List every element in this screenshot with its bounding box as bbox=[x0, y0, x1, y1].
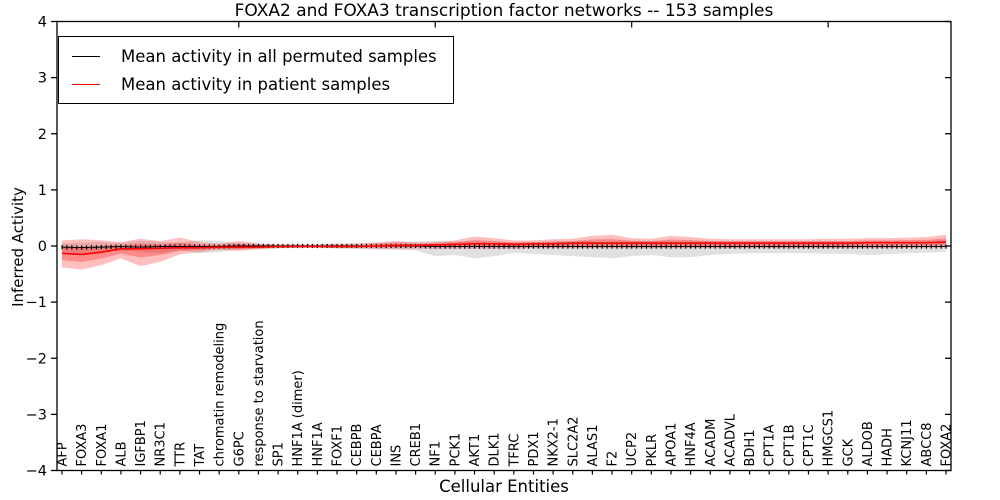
y-tick-label: −3 bbox=[26, 407, 47, 423]
x-tick-label: FOXA1 bbox=[95, 424, 110, 467]
y-tick-label: 2 bbox=[38, 127, 47, 143]
y-tick-label: 0 bbox=[38, 239, 47, 255]
x-tick-label: APOA1 bbox=[664, 423, 679, 467]
x-tick-label: SLC2A2 bbox=[566, 416, 581, 466]
x-tick-label: FOXA2 bbox=[940, 424, 955, 467]
x-tick-label: TTR bbox=[173, 442, 188, 468]
x-tick-label: CPT1C bbox=[802, 424, 817, 466]
x-tick-label: HNF1A bbox=[311, 422, 326, 466]
patient-band-inner bbox=[62, 238, 946, 262]
x-tick-label: INS bbox=[389, 445, 404, 467]
x-tick-label: F2 bbox=[606, 451, 621, 467]
x-tick-label: CPT1B bbox=[782, 424, 797, 466]
legend-item-permuted: Mean activity in all permuted samples bbox=[72, 42, 437, 70]
x-tick-label: BDH1 bbox=[743, 430, 758, 467]
y-tick-label: 4 bbox=[38, 15, 47, 31]
x-tick-label: SP1 bbox=[272, 442, 287, 466]
x-tick-label: ALDOB bbox=[861, 421, 876, 466]
x-tick-label: NR3C1 bbox=[154, 422, 169, 466]
x-tick-label: PDX1 bbox=[527, 431, 542, 466]
y-tick-label: −2 bbox=[26, 351, 47, 367]
chart-title: FOXA2 and FOXA3 transcription factor net… bbox=[234, 1, 774, 21]
x-tick-label: ALAS1 bbox=[586, 425, 601, 467]
legend-label-patient: Mean activity in patient samples bbox=[121, 74, 391, 94]
y-tick-label: −1 bbox=[26, 295, 47, 311]
x-tick-label: UCP2 bbox=[625, 432, 640, 467]
legend-line-red bbox=[72, 83, 100, 85]
x-tick-label: PKLR bbox=[645, 434, 660, 467]
x-tick-label: HNF4A bbox=[684, 422, 699, 466]
x-tick-label: TFRC bbox=[507, 434, 522, 468]
x-tick-label: CPT1A bbox=[763, 424, 778, 466]
x-axis-label: Cellular Entities bbox=[439, 477, 569, 496]
legend-label-permuted: Mean activity in all permuted samples bbox=[121, 46, 437, 66]
x-tick-label: ACADM bbox=[704, 419, 719, 467]
x-tick-label: GCK bbox=[841, 438, 856, 466]
y-tick-label: −4 bbox=[26, 464, 47, 480]
x-tick-label: CEBPB bbox=[350, 424, 365, 467]
x-tick-label: AKT1 bbox=[468, 434, 483, 467]
x-tick-label: HNF1A (dimer) bbox=[291, 370, 306, 466]
legend-line-black bbox=[72, 55, 100, 57]
x-tick-label: CREB1 bbox=[409, 423, 424, 467]
legend: Mean activity in all permuted samples Me… bbox=[58, 36, 454, 104]
x-tick-label: FOXA3 bbox=[75, 424, 90, 467]
x-tick-label: ACADVL bbox=[723, 413, 738, 466]
x-tick-label: G6PC bbox=[232, 431, 247, 466]
x-tick-label: chromatin remodeling bbox=[213, 323, 228, 467]
x-tick-label: NKX2-1 bbox=[547, 418, 562, 466]
x-tick-label: TAT bbox=[193, 444, 208, 468]
x-tick-label: KCNJ11 bbox=[900, 420, 915, 467]
x-tick-label: NF1 bbox=[429, 441, 444, 466]
x-tick-label: response to starvation bbox=[252, 320, 267, 466]
x-tick-label: DLK1 bbox=[488, 432, 503, 466]
x-tick-label: AFP bbox=[56, 442, 71, 466]
legend-item-patient: Mean activity in patient samples bbox=[72, 70, 437, 98]
x-tick-label: ALB bbox=[114, 441, 129, 466]
y-tick-label: 3 bbox=[38, 71, 47, 87]
x-tick-label: HADH bbox=[881, 428, 896, 466]
x-tick-label: FOXF1 bbox=[331, 425, 346, 467]
x-tick-label: ABCC8 bbox=[920, 422, 935, 466]
x-tick-label: PCK1 bbox=[448, 433, 463, 467]
x-tick-label: HMGCS1 bbox=[822, 410, 837, 467]
y-tick-label: 1 bbox=[38, 183, 47, 199]
patient-mean-line bbox=[61, 241, 947, 256]
x-tick-label: IGFBP1 bbox=[134, 420, 149, 466]
x-tick-label: CEBPA bbox=[370, 424, 385, 466]
